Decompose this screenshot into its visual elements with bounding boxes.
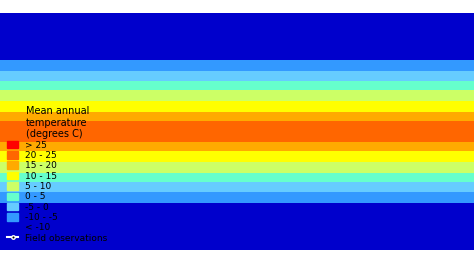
Legend: > 25, 20 - 25, 15 - 20, 10 - 15, 5 - 10, 0 - 5, -5 - 0, -10 - -5, < -10, Field o: > 25, 20 - 25, 15 - 20, 10 - 15, 5 - 10,… [5,103,110,245]
